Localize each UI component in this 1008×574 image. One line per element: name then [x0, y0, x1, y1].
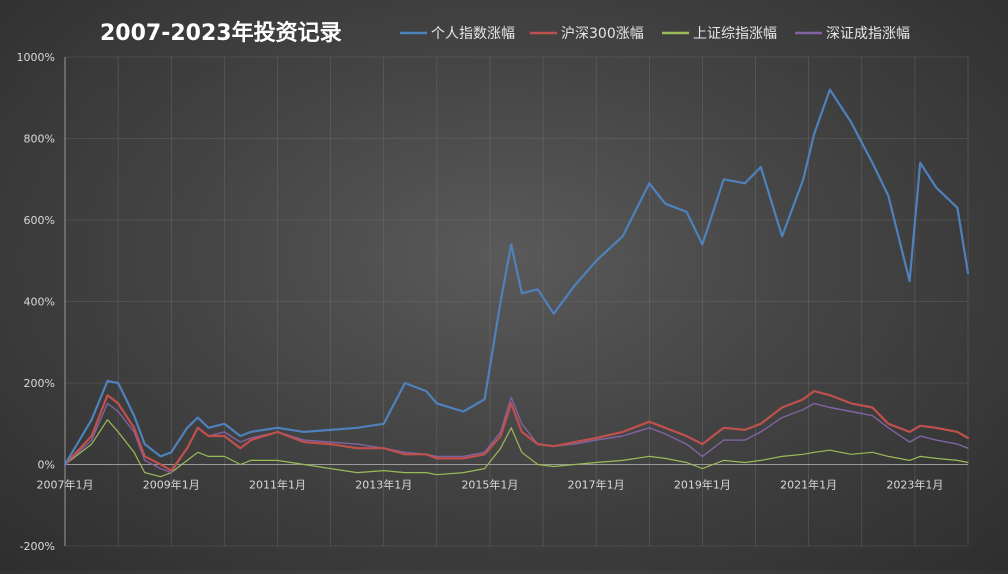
legend: 个人指数涨幅 沪深300涨幅 上证综指涨幅 深证成指涨幅 [400, 26, 910, 42]
x-tick-label: 2013年1月 [355, 478, 412, 492]
x-tick-label: 2011年1月 [249, 478, 306, 492]
legend-label: 沪深300涨幅 [561, 26, 644, 42]
x-tick-label: 2021年1月 [780, 478, 837, 492]
series-line-2 [64, 419, 969, 478]
x-tick-label: 2023年1月 [886, 478, 943, 492]
legend-label: 上证综指涨幅 [693, 26, 777, 42]
y-tick-label: -200% [20, 540, 55, 553]
series-layer [63, 88, 970, 478]
y-tick-label: 0% [38, 459, 55, 472]
y-tick-label: 1000% [17, 51, 55, 64]
x-tick-label: 2019年1月 [674, 478, 731, 492]
series-line-1 [63, 390, 970, 472]
legend-label: 个人指数涨幅 [431, 26, 515, 42]
x-tick-label: 2009年1月 [143, 478, 200, 492]
x-tick-label: 2017年1月 [568, 478, 625, 492]
axis-layer: 1000%800%600%400%200%0%-200%2007年1月 2009年… [17, 51, 968, 553]
series-line-0 [63, 88, 970, 466]
series-line-3 [64, 396, 969, 474]
grid-layer [64, 56, 969, 547]
chart-title: 2007-2023年投资记录 [100, 20, 342, 46]
y-tick-label: 400% [24, 296, 55, 309]
y-tick-label: 800% [24, 133, 55, 146]
x-tick-label: 2015年1月 [461, 478, 518, 492]
y-tick-label: 200% [24, 377, 55, 390]
y-tick-label: 600% [24, 214, 55, 227]
legend-label: 深证成指涨幅 [826, 26, 910, 42]
